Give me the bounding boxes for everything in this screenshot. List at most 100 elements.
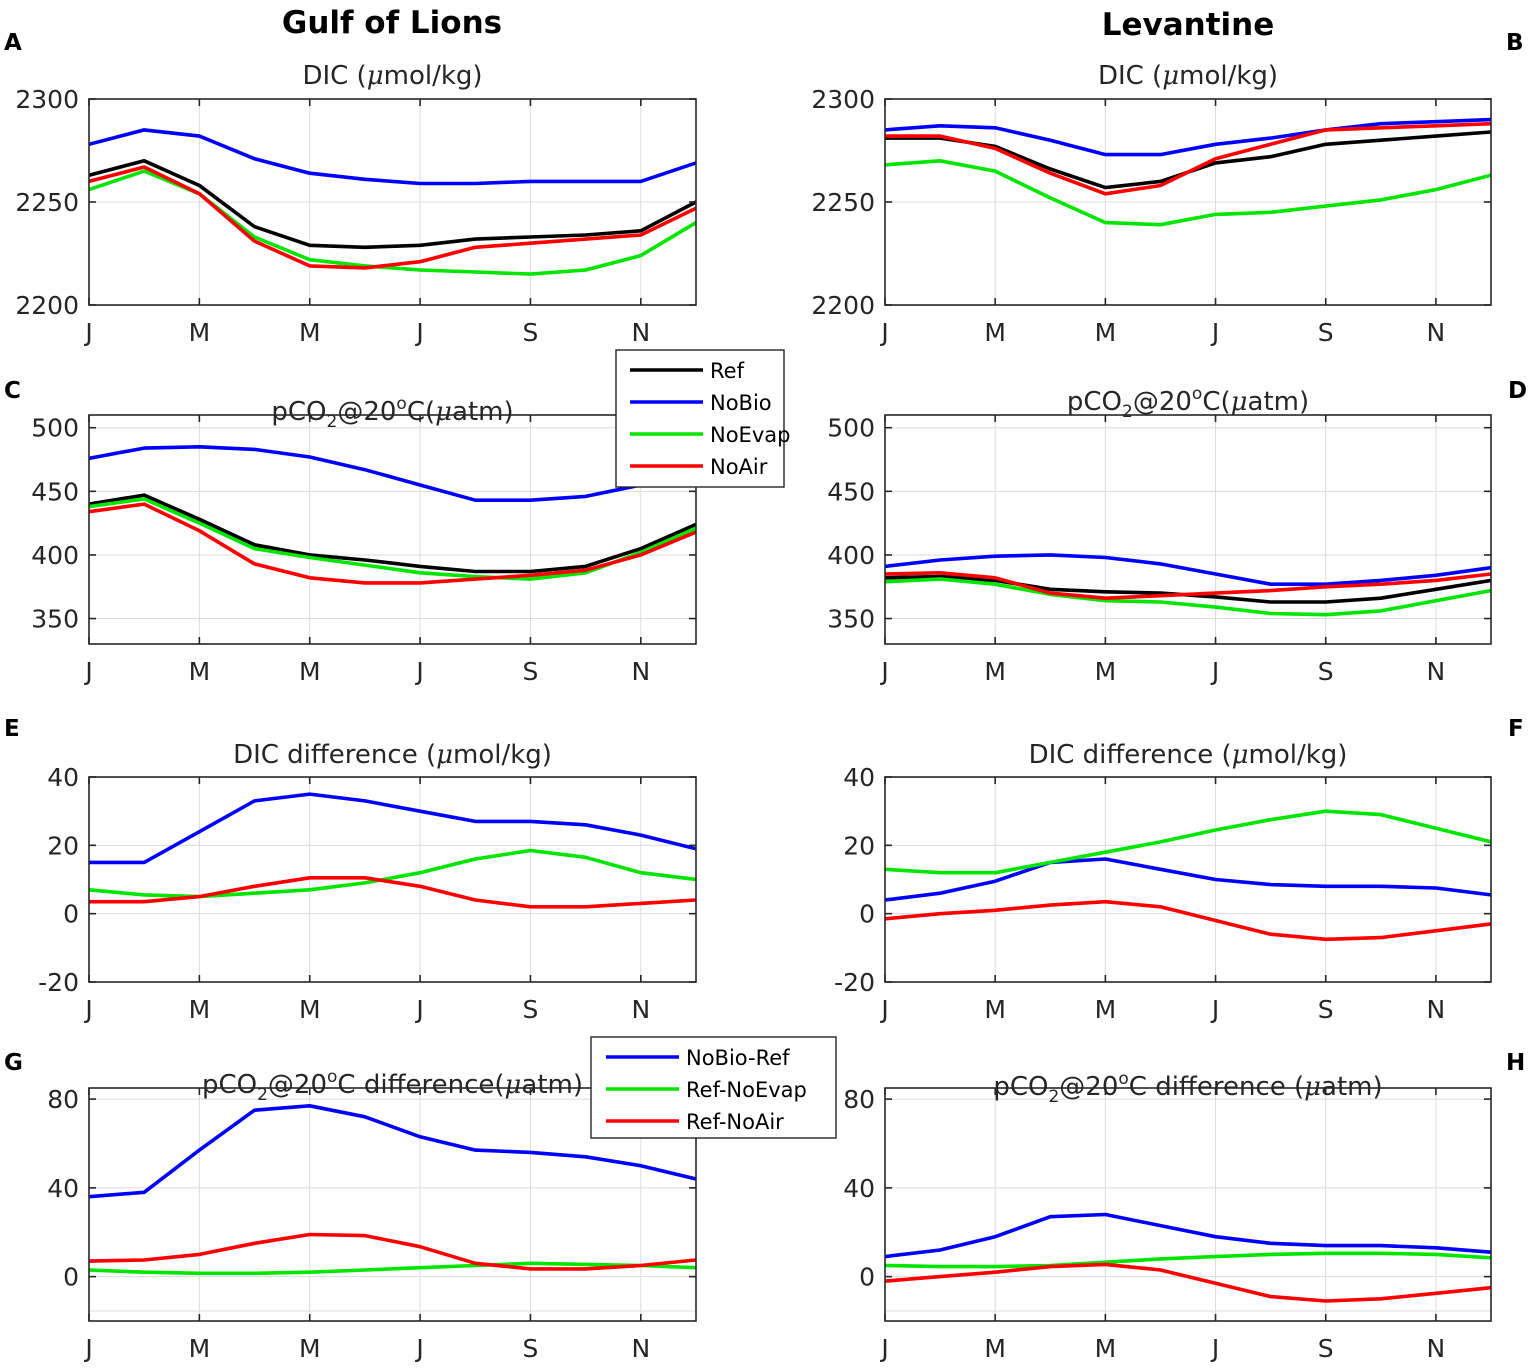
y-tick-label: 40	[47, 763, 79, 792]
panel-title-e: DIC difference (μmol/kg)	[233, 740, 552, 770]
x-tick-label: N	[631, 657, 650, 686]
series-line-nobio-ref	[89, 792, 696, 865]
x-tick-label: J	[879, 1334, 888, 1363]
legend-scenarios: Ref NoBio NoEvap NoAir	[615, 349, 790, 488]
x-tick-label: J	[83, 318, 92, 347]
y-tick-label: 2250	[811, 188, 875, 217]
series-line-ref	[89, 159, 696, 250]
x-tick-label: S	[1318, 995, 1334, 1024]
x-tick-label: M	[1095, 1334, 1117, 1363]
y-tick-label: 20	[47, 831, 79, 860]
x-tick-label: N	[631, 318, 650, 347]
x-tick-label: M	[1095, 995, 1117, 1024]
x-tick-label: J	[83, 1334, 92, 1363]
y-tick-label: -20	[38, 968, 79, 997]
y-tick-label: 80	[843, 1085, 875, 1114]
y-tick-label: 0	[859, 1263, 875, 1292]
x-tick-label: N	[631, 1334, 650, 1363]
x-tick-label: S	[523, 995, 539, 1024]
series-line-ref-noair	[885, 899, 1491, 942]
series-line-ref	[89, 493, 696, 574]
y-tick-label: 80	[47, 1085, 79, 1114]
panel-label-e: E	[4, 716, 20, 742]
x-tick-label: M	[1095, 657, 1117, 686]
series-line-ref-noevap	[885, 1251, 1491, 1269]
series-line-noair	[885, 121, 1491, 196]
panel-a: J M M J S N 2200 2250 2300 DIC (μmol/kg) A	[4, 30, 697, 347]
x-tick-label: M	[984, 657, 1006, 686]
legend-label: Ref	[710, 359, 745, 383]
x-tick-label: M	[299, 995, 321, 1024]
x-tick-label: M	[189, 318, 211, 347]
axes-box	[884, 776, 1492, 983]
panel-label-c: C	[4, 378, 21, 404]
x-tick-label: M	[189, 657, 211, 686]
y-tick-label: 40	[843, 1174, 875, 1203]
y-tick-label: 40	[47, 1174, 79, 1203]
x-tick-label: J	[414, 318, 423, 347]
y-tick-label: 2200	[15, 291, 79, 320]
x-tick-label: S	[523, 318, 539, 347]
y-tick-label: 500	[827, 414, 875, 443]
x-tick-label: J	[414, 1334, 423, 1363]
x-tick-label: J	[83, 657, 92, 686]
panel-label-b: B	[1506, 30, 1524, 56]
x-tick-label: J	[1210, 995, 1219, 1024]
x-tick-label: M	[299, 1334, 321, 1363]
x-tick-label: M	[984, 1334, 1006, 1363]
series-line-noevap	[885, 159, 1491, 227]
legend-label: Ref-NoAir	[686, 1110, 784, 1134]
axes-box	[884, 1087, 1492, 1322]
x-tick-label: J	[1210, 318, 1219, 347]
series-line-nobio	[89, 128, 696, 186]
panel-c: J M M J S N 350 400 450 500 pCO2@20oC(μatm) C	[4, 378, 697, 686]
x-tick-label: J	[1210, 657, 1219, 686]
x-tick-label: M	[299, 318, 321, 347]
y-tick-label: 40	[843, 763, 875, 792]
x-tick-label: S	[1318, 657, 1334, 686]
series-line-noair	[885, 570, 1491, 601]
y-tick-label: 450	[827, 477, 875, 506]
series-line-nobio-ref	[885, 857, 1491, 902]
x-tick-label: S	[523, 1334, 539, 1363]
panel-label-g: G	[4, 1050, 23, 1076]
legend-label: NoBio	[710, 391, 772, 415]
x-tick-label: J	[879, 995, 888, 1024]
panels: J M M J S N 2200 2250 2300 DIC (μmol/kg) A J M M J S N 22…	[4, 30, 1527, 1363]
x-tick-label: J	[414, 995, 423, 1024]
x-tick-label: J	[83, 995, 92, 1024]
series-line-ref-noair	[89, 875, 696, 909]
x-tick-label: J	[879, 657, 888, 686]
legend-label: NoAir	[710, 455, 768, 479]
y-tick-label: -20	[834, 968, 875, 997]
y-tick-label: 2300	[811, 85, 875, 114]
panel-label-h: H	[1506, 1050, 1525, 1076]
series-line-nobio-ref	[89, 1104, 696, 1199]
series-line-nobio	[885, 553, 1491, 587]
series-line-nobio-ref	[885, 1212, 1491, 1259]
y-tick-label: 350	[827, 605, 875, 634]
panel-title-h: pCO2@20oC difference (μatm)	[993, 1069, 1382, 1107]
axes-box	[88, 1087, 697, 1322]
y-tick-label: 400	[827, 541, 875, 570]
x-tick-label: M	[1095, 318, 1117, 347]
legend-label: NoEvap	[710, 423, 790, 447]
panel-title-d: pCO2@20oC(μatm)	[1067, 384, 1309, 422]
x-tick-label: M	[189, 995, 211, 1024]
y-tick-label: 350	[31, 605, 79, 634]
x-tick-label: M	[189, 1334, 211, 1363]
axes-box	[88, 776, 697, 983]
x-tick-label: N	[1427, 318, 1446, 347]
axes-box	[88, 414, 697, 645]
x-tick-label: J	[414, 657, 423, 686]
x-tick-label: S	[1318, 318, 1334, 347]
series-line-ref-noevap	[89, 1261, 696, 1276]
series-line-ref-noair	[885, 1262, 1491, 1303]
x-tick-label: J	[1210, 1334, 1219, 1363]
y-tick-label: 2200	[811, 291, 875, 320]
column-title-gulf-of-lions: Gulf of Lions	[282, 5, 502, 41]
y-tick-label: 20	[843, 831, 875, 860]
panel-b: J M M J S N 2200 2250 2300 DIC (μmol/kg) B	[811, 30, 1523, 347]
